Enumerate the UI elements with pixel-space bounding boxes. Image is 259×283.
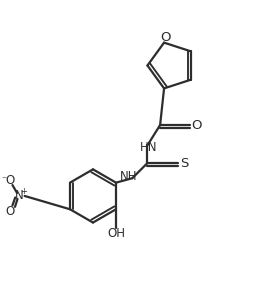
Text: S: S (180, 156, 189, 170)
Text: HN: HN (140, 141, 157, 154)
Text: NH: NH (120, 170, 137, 183)
Text: O: O (160, 31, 171, 44)
Text: OH: OH (107, 227, 125, 240)
Text: ⁻: ⁻ (1, 175, 6, 185)
Text: O: O (6, 205, 15, 218)
Text: O: O (192, 119, 202, 132)
Text: N: N (15, 189, 24, 202)
Text: O: O (5, 174, 15, 187)
Text: +: + (20, 187, 27, 196)
